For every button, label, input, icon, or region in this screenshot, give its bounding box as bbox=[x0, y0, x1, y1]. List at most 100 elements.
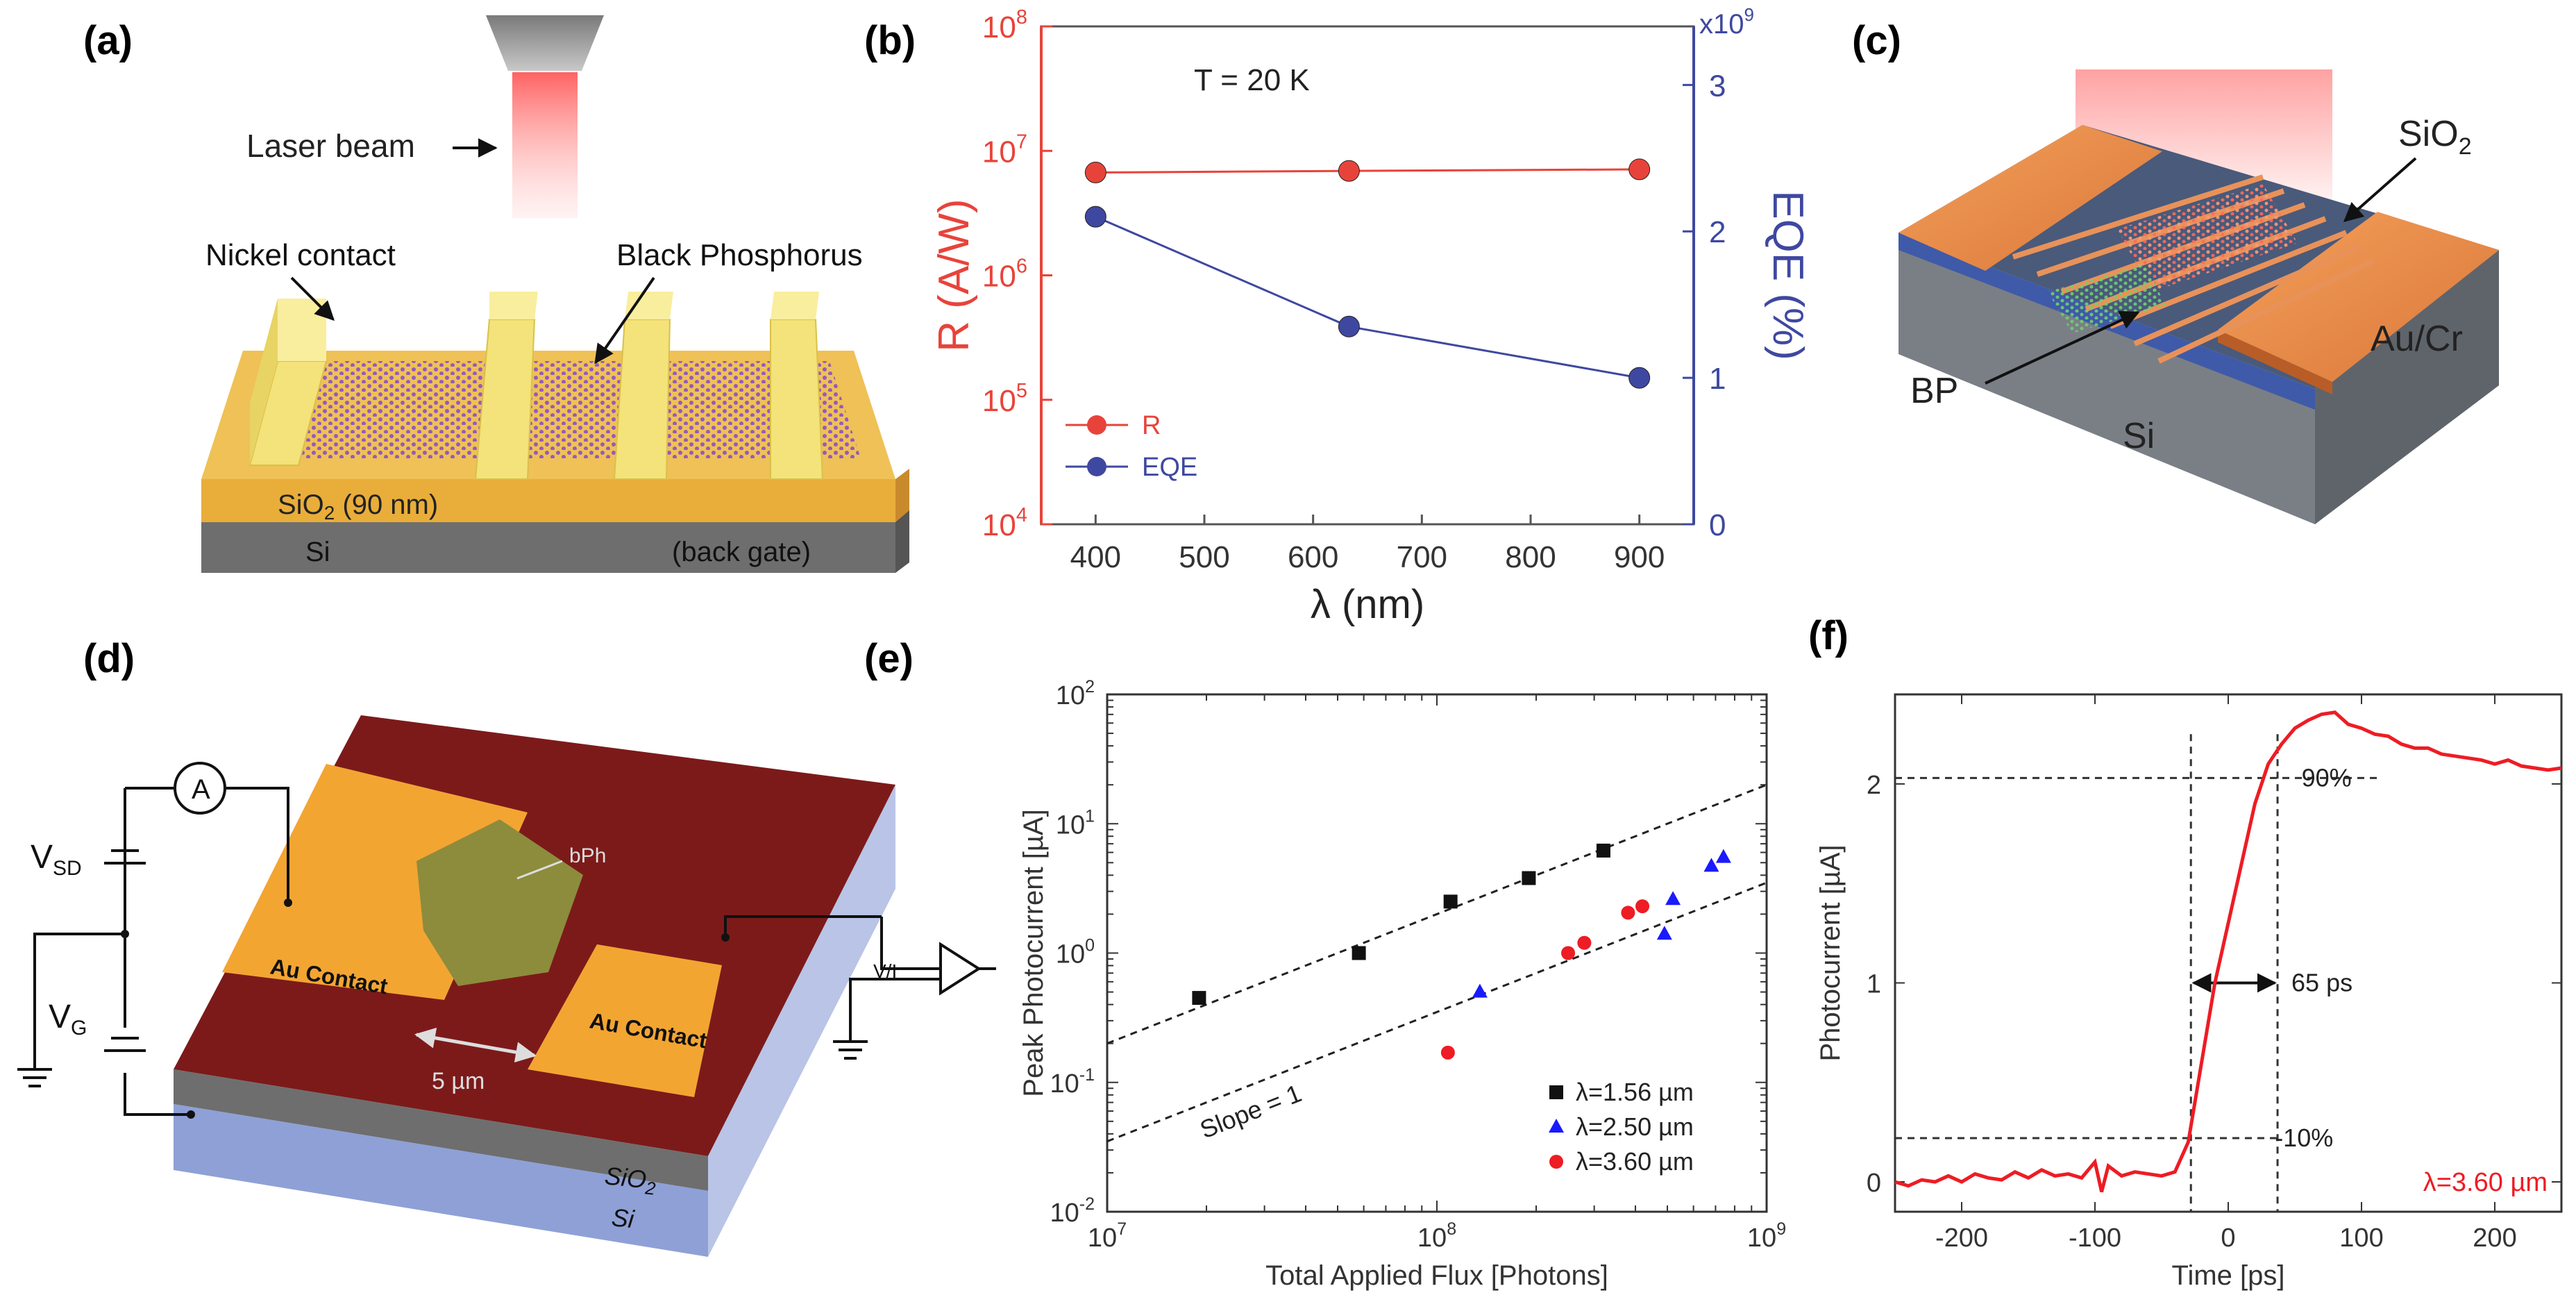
d-si-label: Si bbox=[610, 1203, 636, 1233]
chart-b-xtick-label: 800 bbox=[1505, 540, 1556, 574]
chart-f-10-label: -10% bbox=[2275, 1124, 2333, 1152]
chart-b-ylabel-left: R (A/W) bbox=[930, 199, 978, 351]
chart-b-ytick-right-label: 2 bbox=[1709, 215, 1726, 249]
chart-e-point-series-2 bbox=[1715, 849, 1731, 863]
chart-e-point-series-2 bbox=[1472, 983, 1488, 998]
panel-d: (d) bPh Au Contact Au Contact 5 µm SiO2 … bbox=[17, 636, 996, 1257]
chart-e-point-series-3 bbox=[1635, 899, 1650, 914]
si-layer-d bbox=[174, 1104, 708, 1257]
panel-d-label: (d) bbox=[83, 636, 135, 681]
sio2-label: SiO2 (90 nm) bbox=[278, 490, 438, 524]
vsd-battery bbox=[104, 849, 146, 865]
chart-b-xtick-label: 700 bbox=[1397, 540, 1447, 574]
bp-arrow bbox=[594, 276, 655, 365]
bp-illuminated bbox=[2117, 184, 2298, 292]
chart-b-ytick-right-label: 3 bbox=[1709, 69, 1726, 103]
chart-f-xtick-label: -100 bbox=[2069, 1224, 2121, 1253]
ground-left bbox=[17, 1068, 52, 1087]
chart-f-legend: λ=3.60 µm bbox=[2423, 1168, 2548, 1197]
chart-e-slope-annotation: Slope = 1 bbox=[1196, 1078, 1306, 1144]
chart-f-frame bbox=[1894, 693, 2563, 1213]
chart-e-ytick-label: 100 bbox=[1056, 936, 1095, 969]
panel-c: (c) SiO2 Au/Cr BP Si bbox=[1852, 18, 2499, 524]
chart-e-point-series-2 bbox=[1665, 891, 1681, 905]
chart-f-ytick-label: 0 bbox=[1867, 1169, 1881, 1198]
panel-e-label: (e) bbox=[864, 636, 914, 681]
chart-e-point-series-2 bbox=[1703, 858, 1719, 872]
si-label: Si bbox=[305, 537, 330, 567]
c-sio2-arrow bbox=[2343, 157, 2417, 222]
chart-e-legend-label: λ=2.50 µm bbox=[1576, 1112, 1694, 1141]
chart-b-ytick-right-label: 1 bbox=[1709, 362, 1726, 396]
chart-b-legend-label: R bbox=[1142, 411, 1161, 440]
chart-e-fit-line-1 bbox=[1106, 783, 1767, 1045]
ground-right bbox=[833, 1040, 868, 1060]
chart-f-xtick-label: -200 bbox=[1935, 1224, 1988, 1253]
c-bp-label: BP bbox=[1910, 371, 1958, 411]
chart-b-point-r bbox=[1338, 160, 1360, 182]
chart-e-point-series-1 bbox=[1522, 871, 1536, 885]
scale-arrow bbox=[414, 1027, 537, 1063]
bph-pointer bbox=[516, 860, 563, 880]
panel-c-label: (c) bbox=[1852, 18, 1901, 63]
au-cr-label: Au/Cr bbox=[2371, 319, 2463, 359]
chart-b-line-r bbox=[1095, 168, 1640, 174]
chart-e-point-series-3 bbox=[1561, 946, 1576, 960]
chart-b-right-multiplier: x109 bbox=[1699, 4, 1754, 40]
scale-label: 5 µm bbox=[432, 1068, 485, 1094]
chart-f-ytick-label: 2 bbox=[1867, 771, 1881, 800]
au-cr-pad-edge bbox=[2218, 330, 2332, 394]
nickel-contact-label: Nickel contact bbox=[205, 238, 396, 272]
chart-b-xtick-label: 900 bbox=[1614, 540, 1665, 574]
chart-b-ytick-right-label: 0 bbox=[1709, 508, 1726, 542]
side-layer-d bbox=[708, 785, 895, 1257]
chart-e-legend-label: λ=1.56 µm bbox=[1576, 1078, 1694, 1106]
ammeter-label: A bbox=[192, 774, 210, 805]
chart-e-fit-line-2 bbox=[1106, 881, 1767, 1143]
chart-b: (b) 400 500 600 700 800 900 104 105 106 107 108 0 1 2… bbox=[864, 4, 1812, 627]
chart-e-legend-marker bbox=[1549, 1119, 1564, 1133]
chart-e-ytick-label: 10-2 bbox=[1050, 1194, 1095, 1228]
chart-b-line-eqe bbox=[1095, 215, 1640, 379]
device-side bbox=[2315, 250, 2499, 524]
chart-b-ytick-left-label: 108 bbox=[982, 6, 1027, 44]
laser-beam-label: Laser beam bbox=[246, 128, 415, 164]
nickel-contacts bbox=[249, 292, 824, 480]
chart-f-ytick-label: 1 bbox=[1867, 969, 1881, 999]
chart-e-ytick-label: 10-1 bbox=[1050, 1065, 1095, 1099]
chart-e-xtick-label: 107 bbox=[1088, 1219, 1127, 1253]
chart-b-point-r bbox=[1084, 161, 1106, 183]
chart-f-rise-label: 65 ps bbox=[2291, 968, 2352, 996]
bph-flake bbox=[416, 819, 583, 986]
chart-f-line bbox=[1894, 710, 2562, 1192]
panel-f-label: (f) bbox=[1808, 613, 1849, 658]
ammeter bbox=[174, 762, 226, 815]
bp-flake-c bbox=[2048, 264, 2166, 333]
chart-b-ytick-left-label: 106 bbox=[982, 256, 1027, 294]
c-bp-arrow bbox=[1985, 310, 2140, 385]
chart-e-point-series-1 bbox=[1192, 991, 1206, 1005]
sio2-layer-d bbox=[174, 1069, 708, 1191]
sio2-layer bbox=[201, 479, 895, 522]
panel-b-label: (b) bbox=[864, 18, 916, 63]
chart-b-frame bbox=[1040, 25, 1695, 526]
panel-a: (a) Laser beam Nickel contact Black Phos… bbox=[83, 15, 909, 573]
chart-e-point-series-1 bbox=[1596, 843, 1610, 858]
chart-e-point-series-2 bbox=[1656, 926, 1672, 940]
si-layer bbox=[201, 521, 895, 573]
chart-b-legend-marker bbox=[1087, 415, 1106, 435]
chart-b-point-eqe bbox=[1338, 315, 1360, 337]
node-4 bbox=[187, 1110, 195, 1119]
chart-b-point-r bbox=[1628, 158, 1651, 181]
chart-b-xtick-label: 400 bbox=[1070, 540, 1121, 574]
vsd-label: VSD bbox=[31, 839, 82, 880]
chart-e-point-series-3 bbox=[1440, 1045, 1455, 1060]
chart-b-point-eqe bbox=[1628, 367, 1651, 389]
black-phosphorus-label: Black Phosphorus bbox=[616, 238, 863, 272]
amp-label: V/I bbox=[873, 960, 897, 982]
left-pad bbox=[1899, 125, 2162, 271]
bp-flake bbox=[250, 361, 861, 458]
back-gate-label: (back gate) bbox=[672, 537, 811, 567]
chart-e-xtick-label: 109 bbox=[1747, 1219, 1786, 1253]
